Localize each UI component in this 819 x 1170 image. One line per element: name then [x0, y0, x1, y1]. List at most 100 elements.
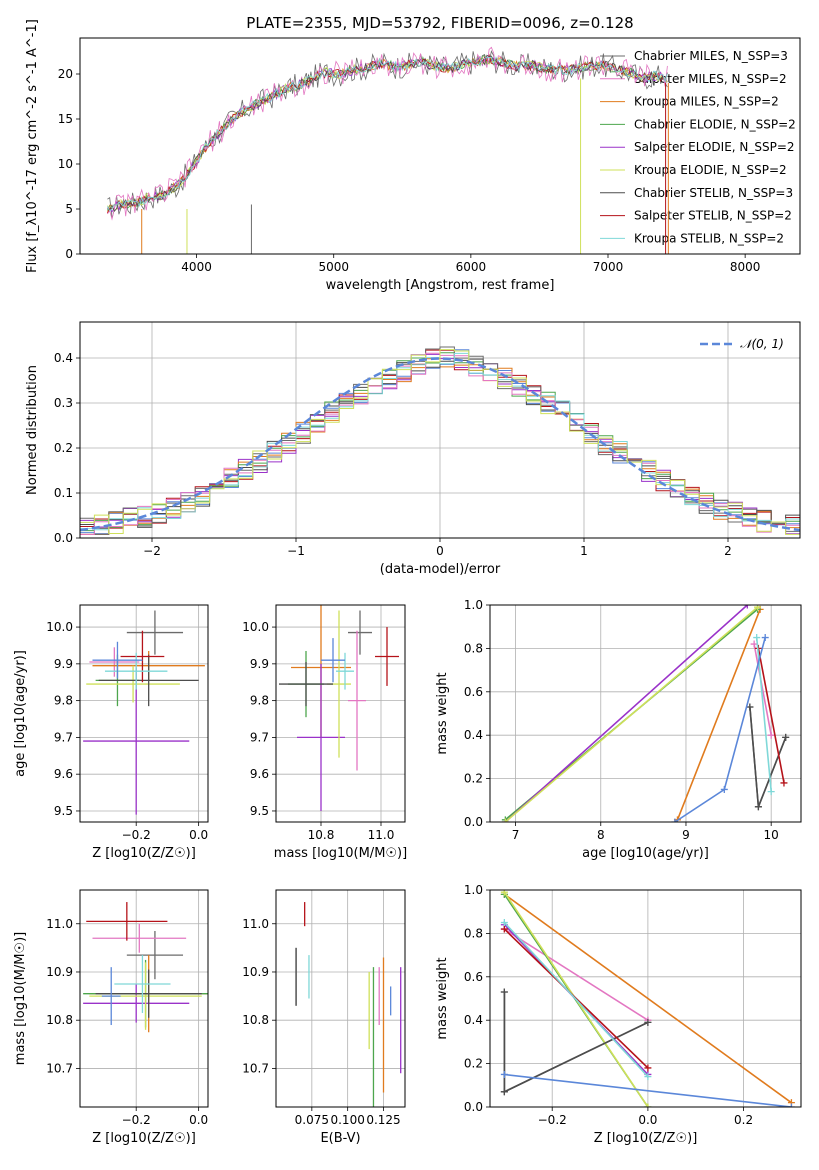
x-tick-label: 0.0 [189, 828, 208, 842]
weight-marker [671, 818, 679, 822]
weight-line [753, 643, 772, 736]
y-tick-label: 20 [58, 67, 73, 81]
weight-marker [720, 785, 728, 793]
y-tick-label: 9.9 [250, 657, 269, 671]
error-bars [295, 902, 402, 1107]
axes-frame [275, 604, 406, 823]
y-tick-label: 0.3 [54, 396, 73, 410]
x-axis-label: Z [log10(Z/Z☉)] [92, 1131, 196, 1146]
x-tick-label: 8000 [730, 260, 761, 274]
y-tick-label: 10.8 [242, 1013, 269, 1027]
weight-line [757, 648, 785, 784]
weight-marker [753, 634, 761, 642]
y-tick-label: 10.0 [46, 620, 73, 634]
y-tick-label: 9.7 [250, 730, 269, 744]
legend-entry: 𝒩(0, 1) [740, 337, 784, 351]
y-tick-label: 0.2 [464, 772, 483, 786]
spectrum-legend: Chabrier MILES, N_SSP=3 Salpeter MILES, N… [600, 49, 796, 245]
y-tick-label: 1.0 [464, 598, 483, 612]
spectrum-series-line [107, 55, 668, 213]
error-bars [83, 610, 205, 815]
x-tick-label: 6000 [456, 260, 487, 274]
axes-frame [489, 889, 802, 1108]
y-tick-label: 0.0 [54, 531, 73, 545]
x-tick-label: 0.075 [295, 1113, 329, 1127]
x-tick-label: 10 [764, 828, 779, 842]
weight-marker [767, 788, 775, 796]
x-tick-label: 1 [580, 544, 588, 558]
x-tick-label: 2 [724, 544, 732, 558]
axes-frame [79, 889, 209, 1108]
mass-vs-extinction-panel: 0.075 0.100 0.125 10.7 10.8 10.9 11.0 E(B-V) [242, 889, 406, 1146]
y-axis-label: Flux [f_λ10^-17 erg cm^-2 s^-1 A^-1] [25, 19, 40, 273]
y-tick-label: 5 [65, 202, 73, 216]
age-vs-mass-panel: 10.8 11.0 9.5 9.6 9.7 9.8 9.9 10.0 mass [log10(M… [242, 604, 407, 861]
spectrum-series-line [107, 56, 668, 213]
x-tick-label: 0.100 [330, 1113, 364, 1127]
weight-lines [501, 605, 790, 822]
weight-marker [644, 1018, 652, 1026]
weight-marker [761, 634, 769, 642]
x-tick-label: 0.0 [638, 1113, 657, 1127]
spectrum-series-line [107, 56, 668, 212]
weight-marker [746, 703, 754, 711]
y-tick-label: 0.4 [464, 1013, 483, 1027]
error-bars [83, 902, 208, 1033]
y-tick-label: 0.8 [464, 641, 483, 655]
y-tick-label: 0.6 [464, 685, 483, 699]
weight-marker [787, 1103, 795, 1107]
axes-frame [79, 37, 801, 255]
y-tick-label: 0.4 [54, 351, 73, 365]
x-tick-label: −0.2 [538, 1113, 567, 1127]
weight-line [503, 893, 792, 1104]
y-axis-label: mass weight [435, 957, 450, 1039]
x-tick-label: 10.8 [308, 828, 335, 842]
weight-marker [754, 803, 762, 811]
x-tick-label: 0.0 [189, 1113, 208, 1127]
spectrum-series-line [107, 46, 668, 221]
legend-entry: Kroupa STELIB, N_SSP=2 [634, 231, 784, 245]
x-tick-label: 11.0 [368, 828, 395, 842]
x-tick-label: 7000 [593, 260, 624, 274]
y-tick-label: 10.7 [46, 1061, 73, 1075]
y-tick-label: 0.0 [464, 1100, 483, 1114]
weight-line [504, 605, 748, 822]
spectrum-lines [107, 46, 669, 254]
weight-lines [500, 890, 795, 1107]
weight-marker [754, 605, 762, 611]
x-axis-label: Z [log10(Z/Z☉)] [594, 1131, 698, 1146]
y-tick-label: 0.0 [464, 815, 483, 829]
mass-weight-vs-age-panel: 7 8 9 10 0.0 0.2 0.4 0.6 0.8 1.0 age [log10(age/yr… [435, 598, 802, 861]
y-tick-label: 9.5 [54, 804, 73, 818]
histogram-step [80, 349, 800, 538]
weight-marker [750, 640, 758, 648]
weight-marker [500, 1088, 508, 1096]
x-tick-label: 0 [436, 544, 444, 558]
x-tick-label: −1 [287, 544, 305, 558]
weight-marker [644, 1103, 652, 1107]
x-tick-label: −2 [143, 544, 161, 558]
weight-line [504, 1073, 792, 1107]
histogram-bars [80, 346, 800, 538]
legend-entry: Kroupa MILES, N_SSP=2 [634, 95, 779, 109]
x-axis-label: wavelength [Angstrom, rest frame] [326, 278, 555, 293]
x-axis-label: Z [log10(Z/Z☉)] [92, 846, 196, 861]
weight-line [503, 921, 649, 1078]
spectrum-series-line [107, 53, 668, 214]
y-tick-label: 10.0 [242, 620, 269, 634]
y-tick-label: 10.7 [242, 1061, 269, 1075]
age-vs-metallicity-panel: −0.2 0.0 9.5 9.6 9.7 9.8 9.9 10.0 Z [log10(Z/Z☉)… [13, 604, 209, 861]
x-tick-label: 0.125 [366, 1113, 400, 1127]
y-tick-label: 9.6 [250, 767, 269, 781]
weight-marker [500, 925, 508, 933]
legend-entry: Salpeter ELODIE, N_SSP=2 [634, 140, 795, 154]
y-tick-label: 10.9 [46, 965, 73, 979]
spectrum-series-line [107, 54, 668, 212]
x-axis-label: age [log10(age/yr)] [582, 846, 709, 861]
y-axis-label: age [log10(age/yr)] [13, 650, 28, 777]
y-tick-label: 0.6 [464, 970, 483, 984]
y-axis-label: Normed distribution [25, 365, 40, 495]
x-tick-label: 5000 [318, 260, 349, 274]
error-bars [279, 605, 399, 811]
legend-entry: Kroupa ELODIE, N_SSP=2 [634, 163, 787, 177]
